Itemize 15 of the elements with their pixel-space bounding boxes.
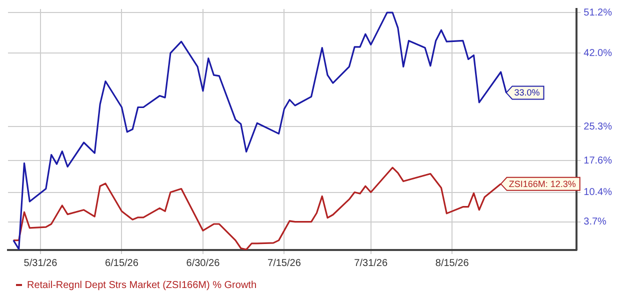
y-tick-label: 25.3% bbox=[584, 121, 612, 132]
x-tick-label: 6/30/26 bbox=[186, 258, 220, 269]
annotation: ZSI166M: 12.3% bbox=[508, 178, 576, 189]
legend-label: Retail-Regnl Dept Strs Market (ZSI166M) % Growth bbox=[27, 280, 257, 291]
x-tick-label: 6/15/26 bbox=[105, 258, 139, 269]
y-tick-label: 42.0% bbox=[584, 48, 612, 59]
y-tick-label: 51.2% bbox=[584, 7, 612, 18]
y-tick-label: 3.7% bbox=[584, 216, 607, 228]
y-tick-label: 17.6% bbox=[584, 155, 612, 166]
x-tick-label: 8/15/26 bbox=[435, 258, 470, 269]
x-tick-label: 7/15/26 bbox=[268, 258, 302, 269]
y-tick-label: 10.4% bbox=[584, 187, 612, 198]
x-tick-label: 7/31/26 bbox=[354, 258, 388, 269]
x-tick-label: 5/31/26 bbox=[24, 258, 58, 269]
annotation: 33.0% bbox=[514, 88, 540, 98]
